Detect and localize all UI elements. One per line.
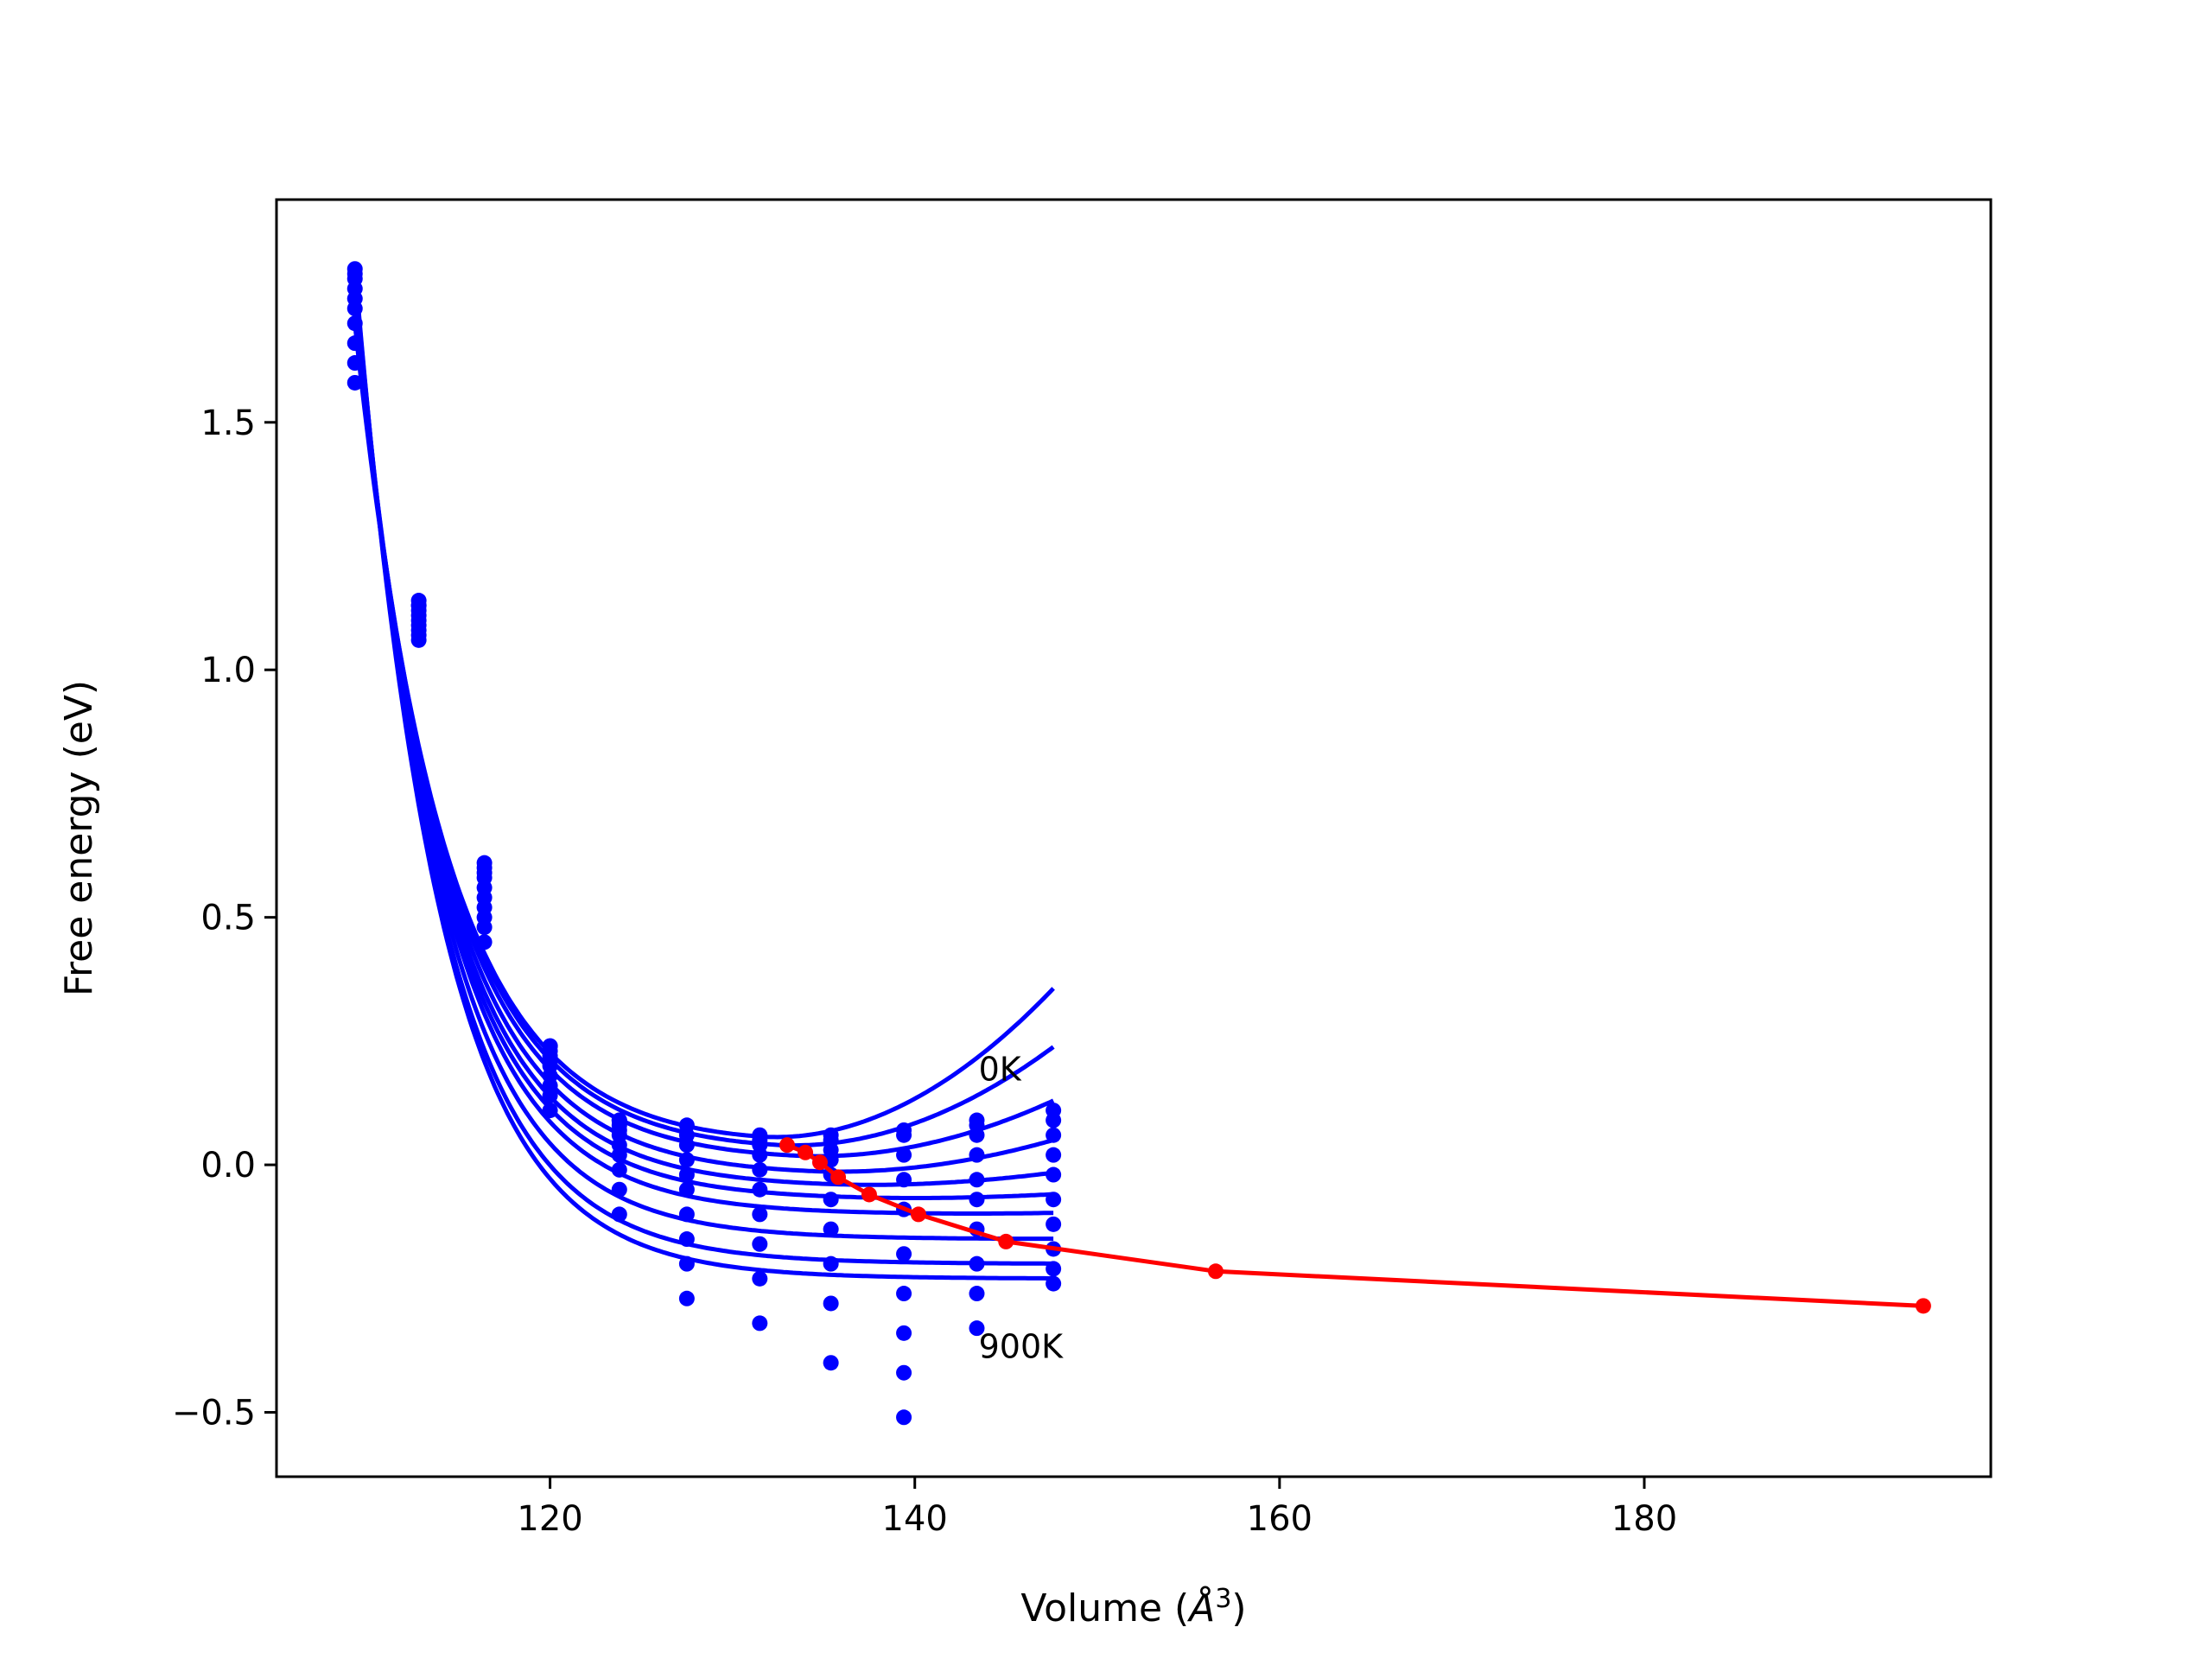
y-tick-label: 0.0 bbox=[200, 1146, 256, 1185]
data-point bbox=[969, 1192, 985, 1208]
data-point bbox=[678, 1152, 695, 1168]
fit-curve bbox=[353, 294, 1054, 1187]
minimum-point bbox=[998, 1233, 1014, 1249]
minimum-point bbox=[779, 1137, 795, 1154]
minimum-point bbox=[798, 1144, 814, 1160]
data-point bbox=[611, 1161, 627, 1178]
data-point bbox=[611, 1181, 627, 1198]
data-point bbox=[752, 1127, 768, 1143]
data-point bbox=[611, 1206, 627, 1223]
x-tick-label: 140 bbox=[882, 1499, 948, 1539]
minimum-point bbox=[1915, 1298, 1931, 1314]
data-point bbox=[476, 934, 493, 950]
fit-curve bbox=[353, 270, 1054, 1266]
data-point bbox=[969, 1112, 985, 1128]
fit-curve bbox=[353, 266, 1054, 1281]
data-point bbox=[823, 1295, 839, 1312]
data-point bbox=[542, 1038, 558, 1054]
x-axis-label: Volume (Å3) bbox=[1020, 1584, 1246, 1630]
y-tick-label: 0.5 bbox=[200, 899, 256, 938]
data-point bbox=[1046, 1261, 1062, 1277]
data-point bbox=[678, 1290, 695, 1306]
plot-frame bbox=[275, 198, 1993, 1478]
data-point bbox=[346, 315, 363, 332]
data-point bbox=[1046, 1103, 1062, 1119]
data-point bbox=[896, 1122, 912, 1138]
data-point bbox=[896, 1286, 912, 1302]
data-point bbox=[752, 1161, 768, 1178]
data-point bbox=[896, 1409, 912, 1426]
data-point bbox=[969, 1286, 985, 1302]
data-point bbox=[823, 1255, 839, 1272]
minimum-point bbox=[861, 1186, 877, 1203]
data-point bbox=[1046, 1275, 1062, 1292]
y-axis-ticks: −0.5 0.0 0.5 1.0 1.5 bbox=[172, 404, 276, 1433]
data-point bbox=[896, 1147, 912, 1163]
data-point bbox=[410, 593, 427, 609]
data-point bbox=[678, 1255, 695, 1272]
data-point bbox=[1046, 1166, 1062, 1183]
data-point bbox=[476, 855, 493, 871]
data-point bbox=[896, 1246, 912, 1262]
data-point bbox=[678, 1231, 695, 1248]
fit-curves bbox=[353, 266, 1055, 1281]
data-point bbox=[678, 1206, 695, 1223]
x-tick-label: 180 bbox=[1611, 1499, 1677, 1539]
minimum-point bbox=[1207, 1263, 1224, 1280]
fit-curve bbox=[353, 308, 1055, 1159]
data-point bbox=[752, 1206, 768, 1223]
data-point bbox=[1046, 1216, 1062, 1232]
fit-curve bbox=[353, 290, 1054, 1200]
data-point bbox=[752, 1181, 768, 1198]
fit-curve bbox=[353, 298, 1054, 1174]
data-point bbox=[542, 1103, 558, 1119]
data-point bbox=[1046, 1147, 1062, 1163]
fit-curve bbox=[353, 283, 1054, 1216]
data-point bbox=[611, 1112, 627, 1128]
fit-curve bbox=[353, 315, 1055, 1148]
y-tick-label: 1.5 bbox=[200, 404, 256, 443]
data-points bbox=[346, 261, 1062, 1426]
data-point bbox=[346, 335, 363, 352]
data-point bbox=[969, 1172, 985, 1188]
data-point bbox=[823, 1355, 839, 1371]
data-point bbox=[1046, 1127, 1062, 1143]
y-tick-label: −0.5 bbox=[172, 1394, 256, 1433]
data-point bbox=[823, 1192, 839, 1208]
data-point bbox=[752, 1236, 768, 1252]
annotation-label: 0K bbox=[979, 1051, 1022, 1089]
data-point bbox=[969, 1320, 985, 1337]
data-point bbox=[752, 1315, 768, 1332]
x-axis-ticks: 120 140 160 180 bbox=[517, 1477, 1677, 1539]
data-point bbox=[1046, 1192, 1062, 1208]
data-point bbox=[969, 1255, 985, 1272]
annotations: 0K 900K bbox=[979, 1051, 1065, 1366]
data-point bbox=[969, 1147, 985, 1163]
data-point bbox=[678, 1181, 695, 1198]
data-point bbox=[678, 1117, 695, 1134]
minimum-point bbox=[830, 1169, 847, 1185]
fit-curve bbox=[353, 275, 1054, 1242]
data-point bbox=[896, 1364, 912, 1381]
annotation-label: 900K bbox=[979, 1328, 1065, 1366]
data-point bbox=[678, 1166, 695, 1183]
y-tick-label: 1.0 bbox=[200, 651, 256, 690]
y-axis-label: Free energy (eV) bbox=[57, 680, 101, 996]
data-point bbox=[896, 1172, 912, 1188]
data-point bbox=[752, 1270, 768, 1287]
minimum-point bbox=[811, 1154, 828, 1171]
data-point bbox=[823, 1221, 839, 1237]
data-point bbox=[896, 1325, 912, 1341]
data-point bbox=[346, 374, 363, 391]
data-point bbox=[346, 355, 363, 372]
minimum-point bbox=[910, 1206, 926, 1223]
x-tick-label: 160 bbox=[1247, 1499, 1313, 1539]
minimum-curve bbox=[779, 1137, 1931, 1314]
plot-area bbox=[276, 200, 1991, 1477]
x-tick-label: 120 bbox=[517, 1499, 582, 1539]
data-point bbox=[823, 1127, 839, 1143]
data-point bbox=[346, 261, 363, 277]
